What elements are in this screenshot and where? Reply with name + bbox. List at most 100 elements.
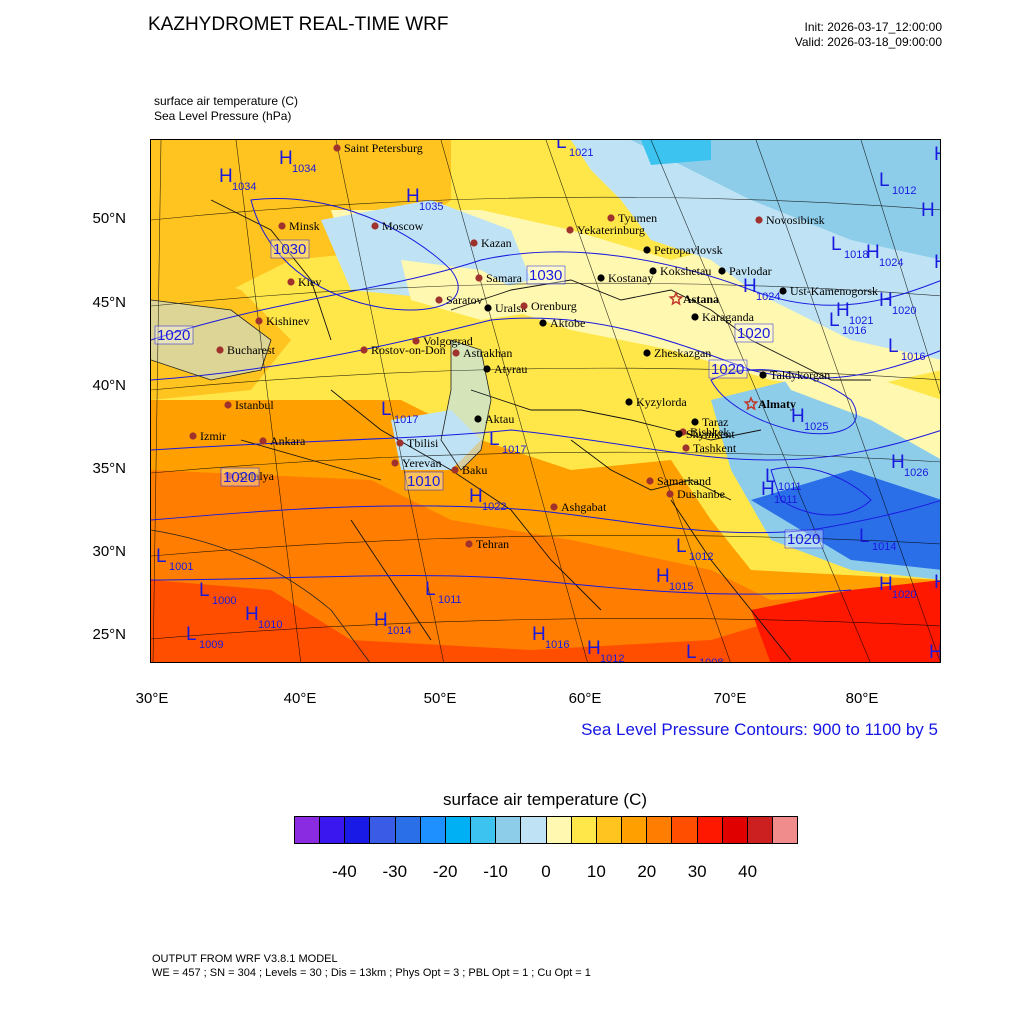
temp-zone-cold-north	[631, 140, 940, 260]
isobar-label-1020: 1020	[734, 323, 774, 343]
city-dot-icon	[539, 319, 547, 327]
pressure-center-l-1021: L 1021	[556, 140, 593, 159]
pressure-center-letter: L	[879, 170, 890, 191]
pressure-center-h-1020: H 1020	[879, 290, 916, 317]
colorbar-title: surface air temperature (C)	[442, 790, 648, 809]
isobar-label-1020: 1020	[220, 467, 260, 487]
pressure-center-letter: H	[587, 638, 601, 659]
pressure-center-letter: L	[888, 336, 899, 357]
pressure-center-value: 1035	[419, 201, 443, 213]
isobar-label-box	[708, 359, 748, 379]
lon-label-80: 80°E	[845, 690, 879, 707]
slp-caption: Sea Level Pressure Contours: 900 to 1100…	[581, 720, 938, 739]
city-dot-icon	[643, 246, 651, 254]
colorbar-swatch	[521, 817, 547, 843]
lon-label-30: 30°E	[135, 690, 169, 707]
city-label: Atyrau	[494, 362, 527, 376]
pressure-center-letter: H	[866, 242, 880, 263]
city-label: Yerevan	[402, 456, 441, 470]
pressure-center-l-1001: L 1001	[156, 546, 193, 573]
city-tbilisi: Tbilisi	[396, 436, 439, 450]
pressure-center-value: 1021	[849, 315, 873, 327]
city-astrakhan: Astrakhan	[452, 346, 512, 360]
city-label: Tyumen	[618, 211, 657, 225]
pressure-center-l-1011: L 1011	[425, 579, 462, 606]
isobar-label-1010: 1010	[404, 471, 444, 491]
city-dot-icon	[550, 503, 558, 511]
isobar-label-1030: 1030	[270, 239, 310, 259]
pressure-center-letter: H	[921, 200, 935, 221]
pressure-center-l-1008: L 1008	[686, 642, 723, 663]
city-dot-icon	[224, 401, 232, 409]
pressure-center-letter: L	[859, 526, 870, 547]
colorbar-swatch	[420, 817, 446, 843]
city-yekaterinburg: Yekaterinburg	[566, 223, 645, 237]
city-kostanay: Kostanay	[597, 271, 653, 285]
pressure-center-value: 1020	[892, 589, 916, 601]
lon-label-50: 50°E	[423, 690, 457, 707]
pressure-center-letter: H	[406, 186, 420, 207]
city-almaty: Almaty	[743, 396, 796, 411]
colorbar-swatch	[345, 817, 371, 843]
city-label: Shymkent	[686, 427, 735, 441]
city-star-icon	[743, 396, 759, 411]
isobar-label-box	[154, 325, 194, 345]
pressure-center-letter: H	[929, 642, 941, 663]
city-astana: Astana	[668, 291, 719, 306]
city-dot-icon	[597, 274, 605, 282]
colorbar-swatch	[697, 817, 723, 843]
pressure-center-letter: H	[374, 610, 388, 631]
isobar-label-box	[734, 323, 774, 343]
city-dot-icon	[483, 365, 491, 373]
city-tashkent: Tashkent	[682, 441, 737, 455]
city-dot-icon	[470, 239, 478, 247]
temp-zone-cold-spot	[641, 140, 711, 165]
pressure-center-letter: L	[686, 642, 697, 663]
city-dot-icon	[360, 346, 368, 354]
isobar-label-text: 1030	[273, 241, 306, 258]
pressure-center-h: H	[934, 252, 941, 273]
city-moscow: Moscow	[371, 219, 424, 233]
city-dot-icon	[520, 302, 528, 310]
city-dot-icon	[216, 346, 224, 354]
temp-zone-caspian-north	[401, 260, 551, 320]
city-dot-icon	[412, 337, 420, 345]
city-istanbul: Istanbul	[224, 398, 274, 412]
city-label: Astana	[683, 292, 719, 306]
colorbar-tick-label: 0	[541, 862, 551, 881]
pressure-center-h-1024: H 1024	[743, 276, 780, 303]
lat-label-30: 30°N	[92, 543, 126, 560]
pressure-center-letter: H	[934, 252, 941, 273]
pressure-center-value: 1024	[756, 291, 780, 303]
lon-label-40: 40°E	[283, 690, 317, 707]
city-ust-kamenogorsk: Ust-Kamenogorsk	[779, 284, 878, 298]
city-dot-icon	[391, 459, 399, 467]
pressure-center-letter: H	[219, 166, 233, 187]
city-dot-icon	[474, 415, 482, 423]
city-tyumen: Tyumen	[607, 211, 657, 225]
pressure-center-value: 1009	[199, 639, 223, 651]
pressure-center-h: H	[921, 200, 935, 221]
pressure-center-value: 1026	[904, 467, 928, 479]
city-kokshetau: Kokshetau	[649, 264, 711, 278]
city-dot-icon	[691, 418, 699, 426]
pressure-center-value: 1034	[292, 163, 316, 175]
pressure-center-letter: H	[245, 604, 259, 625]
pressure-center-value: 1010	[258, 619, 282, 631]
pressure-center-h: H	[929, 642, 941, 663]
colorbar-tick-label: 10	[586, 862, 606, 881]
run-times: Init: 2026-03-17_12:00:00 Valid: 2026-03…	[795, 20, 942, 50]
lat-label-50: 50°N	[92, 210, 126, 227]
city-label: Kazan	[481, 236, 512, 250]
city-label: Aktobe	[550, 316, 585, 330]
city-label: Orenburg	[531, 299, 577, 313]
pressure-center-h-1034: H 1034	[219, 166, 256, 193]
pressure-center-letter: L	[556, 140, 567, 153]
pressure-center-letter: H	[469, 486, 483, 507]
city-label: Istanbul	[235, 398, 274, 412]
city-label: Rostov-on-Don	[371, 343, 446, 357]
graticule	[151, 140, 940, 662]
city-dot-icon	[278, 222, 286, 230]
pressure-center-l-1011: L 1011	[765, 466, 802, 493]
